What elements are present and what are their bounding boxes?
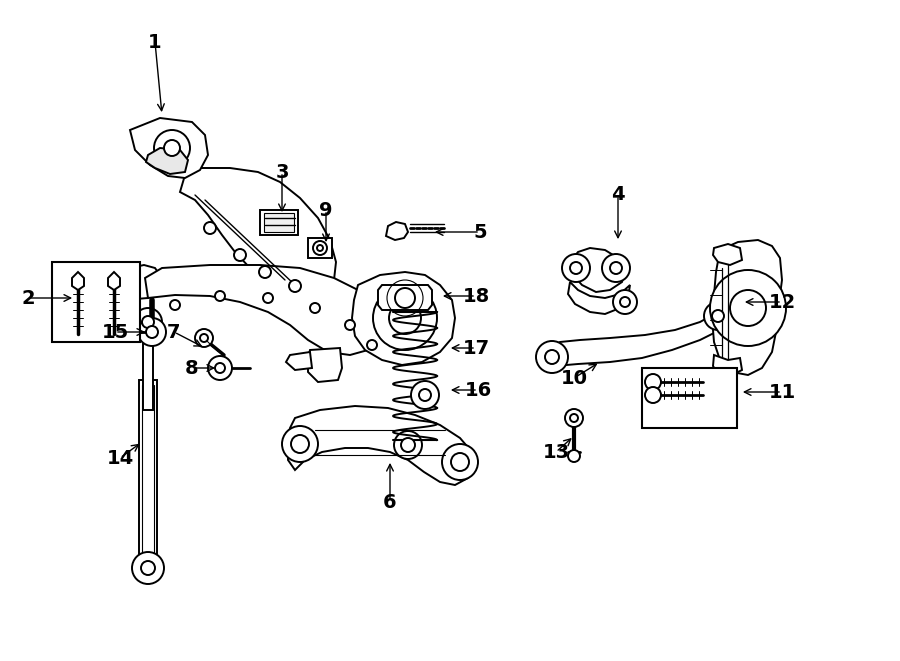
Polygon shape — [286, 352, 312, 370]
Circle shape — [134, 308, 162, 336]
Bar — [308, 238, 332, 258]
Bar — [260, 210, 298, 235]
Text: 13: 13 — [543, 442, 570, 461]
Text: 16: 16 — [464, 381, 491, 399]
Circle shape — [138, 318, 166, 346]
Circle shape — [282, 426, 318, 462]
Text: 10: 10 — [561, 368, 588, 387]
Circle shape — [263, 293, 273, 303]
Circle shape — [712, 310, 724, 322]
Polygon shape — [146, 148, 188, 174]
Circle shape — [208, 356, 232, 380]
Circle shape — [215, 363, 225, 373]
Text: 8: 8 — [185, 358, 199, 377]
Circle shape — [259, 266, 271, 278]
Circle shape — [313, 241, 327, 255]
Circle shape — [565, 409, 583, 427]
Circle shape — [394, 431, 422, 459]
Circle shape — [613, 290, 637, 314]
Polygon shape — [712, 240, 782, 375]
Circle shape — [215, 291, 225, 301]
Circle shape — [451, 453, 469, 471]
Circle shape — [62, 299, 74, 311]
Polygon shape — [145, 265, 382, 355]
Circle shape — [132, 552, 164, 584]
Circle shape — [234, 249, 246, 261]
Circle shape — [146, 326, 158, 338]
Circle shape — [170, 300, 180, 310]
Circle shape — [730, 290, 766, 326]
Circle shape — [389, 302, 421, 334]
Polygon shape — [568, 282, 630, 314]
Polygon shape — [130, 118, 208, 178]
Text: 4: 4 — [611, 186, 625, 204]
Circle shape — [536, 341, 568, 373]
Polygon shape — [72, 272, 84, 290]
Text: 3: 3 — [275, 163, 289, 182]
Circle shape — [367, 340, 377, 350]
Circle shape — [620, 297, 630, 307]
Text: 2: 2 — [22, 288, 35, 307]
Circle shape — [200, 334, 208, 342]
Text: 9: 9 — [320, 200, 333, 219]
Circle shape — [310, 303, 320, 313]
Circle shape — [373, 286, 437, 350]
Polygon shape — [288, 406, 474, 485]
Bar — [139, 380, 157, 560]
Circle shape — [289, 280, 301, 292]
Text: 5: 5 — [473, 223, 487, 241]
Polygon shape — [80, 265, 162, 310]
Circle shape — [154, 130, 190, 166]
Circle shape — [411, 381, 439, 409]
Circle shape — [419, 389, 431, 401]
Circle shape — [704, 302, 732, 330]
Bar — [642, 368, 737, 428]
Circle shape — [141, 561, 155, 575]
Polygon shape — [570, 248, 625, 292]
Text: 17: 17 — [463, 338, 490, 358]
Circle shape — [570, 414, 578, 422]
Circle shape — [570, 262, 582, 274]
Polygon shape — [180, 168, 336, 295]
Polygon shape — [378, 285, 432, 310]
Circle shape — [204, 222, 216, 234]
Circle shape — [345, 320, 355, 330]
Circle shape — [395, 288, 415, 308]
Text: 12: 12 — [769, 293, 796, 311]
Circle shape — [291, 435, 309, 453]
Text: 6: 6 — [383, 492, 397, 512]
Circle shape — [562, 254, 590, 282]
Circle shape — [610, 262, 622, 274]
Circle shape — [401, 438, 415, 452]
Text: 1: 1 — [148, 32, 162, 52]
Polygon shape — [352, 272, 455, 365]
Polygon shape — [308, 348, 342, 382]
Text: 11: 11 — [769, 383, 796, 401]
Polygon shape — [713, 355, 742, 376]
Circle shape — [442, 444, 478, 480]
Circle shape — [645, 374, 661, 390]
Circle shape — [645, 387, 661, 403]
Text: 7: 7 — [167, 323, 181, 342]
Polygon shape — [386, 222, 408, 240]
Polygon shape — [52, 290, 86, 318]
Text: 18: 18 — [463, 286, 490, 305]
Polygon shape — [713, 244, 742, 265]
Circle shape — [142, 316, 154, 328]
Circle shape — [195, 329, 213, 347]
Bar — [52, 262, 140, 342]
Bar — [264, 213, 294, 232]
Circle shape — [545, 350, 559, 364]
Circle shape — [602, 254, 630, 282]
Text: 14: 14 — [106, 449, 133, 467]
Polygon shape — [545, 312, 726, 366]
Circle shape — [710, 270, 786, 346]
Circle shape — [317, 245, 323, 251]
Text: 15: 15 — [102, 323, 129, 342]
Bar — [143, 330, 153, 410]
Circle shape — [164, 140, 180, 156]
Circle shape — [568, 450, 580, 462]
Polygon shape — [108, 272, 120, 290]
Circle shape — [62, 299, 74, 311]
